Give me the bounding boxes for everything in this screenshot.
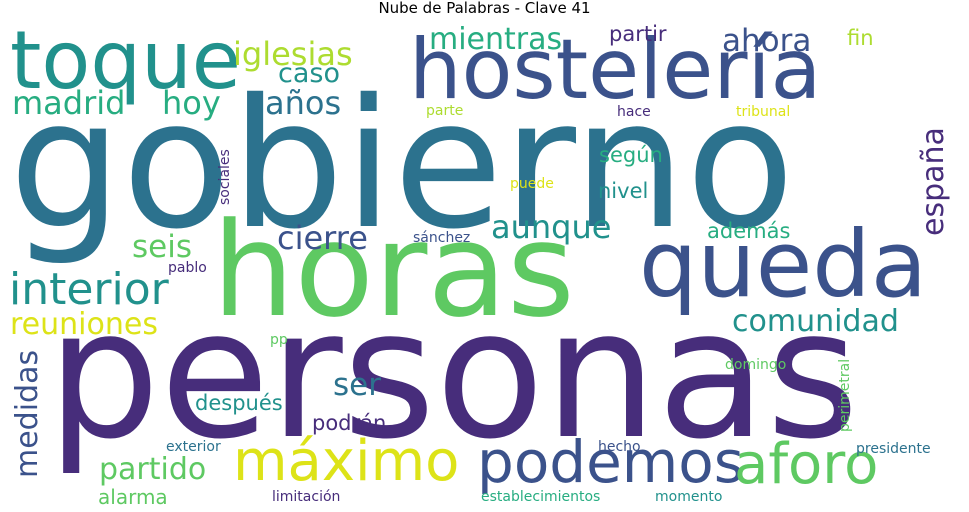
word-partido: partido: [99, 452, 207, 487]
word-exterior: exterior: [166, 439, 221, 455]
word-despues: después: [195, 391, 283, 415]
word-personas: personas: [47, 271, 859, 478]
word-podemos: podemos: [477, 428, 745, 496]
word-interior: interior: [9, 264, 169, 315]
word-pp: pp: [270, 332, 288, 348]
word-horas: horas: [212, 194, 575, 346]
word-toque: toque: [10, 18, 242, 107]
word-domingo: domingo: [725, 357, 787, 373]
word-hecho: hecho: [598, 439, 641, 455]
word-presidente: presidente: [856, 441, 931, 457]
word-hace: hace: [617, 104, 651, 120]
word-fin: fin: [847, 26, 874, 50]
word-iglesias: iglesias: [233, 35, 353, 73]
word-momento: momento: [655, 489, 723, 505]
word-reuniones: reuniones: [10, 307, 158, 342]
word-mientras: mientras: [429, 22, 563, 57]
word-madrid: madrid: [12, 84, 126, 122]
word-aunque: aunque: [491, 208, 612, 246]
word-tribunal: tribunal: [736, 104, 791, 120]
word-espana: españa: [916, 127, 951, 236]
word-medidas: medidas: [10, 349, 45, 478]
word-comunidad: comunidad: [732, 304, 899, 339]
word-gobierno: gobierno: [9, 61, 795, 268]
word-seis: seis: [132, 229, 192, 265]
chart-title: Nube de Palabras - Clave 41: [378, 0, 591, 17]
word-cloud: gobierno personas horas hostelería queda…: [7, 18, 962, 512]
word-sociales: sociales: [217, 149, 233, 205]
word-parte: parte: [426, 103, 464, 119]
word-perimetral: perimetral: [837, 358, 853, 432]
word-segun: según: [599, 143, 663, 167]
word-pablo: pablo: [168, 260, 207, 276]
word-aforo: aforo: [734, 432, 879, 497]
word-ahora: ahora: [722, 23, 812, 59]
word-establecimientos: establecimientos: [481, 489, 601, 505]
word-ser: ser: [333, 367, 381, 403]
word-sanchez: sánchez: [413, 230, 471, 246]
word-partir: partir: [609, 22, 667, 46]
word-hosteleria: hostelería: [409, 21, 822, 118]
word-ademas: además: [707, 219, 791, 243]
word-nivel: nivel: [598, 179, 649, 203]
word-anos: años: [265, 84, 342, 122]
word-maximo: máximo: [233, 429, 460, 494]
word-podran: podrán: [312, 411, 387, 435]
word-puede: puede: [510, 176, 554, 192]
word-cierre: cierre: [277, 219, 368, 257]
word-alarma: alarma: [98, 485, 168, 509]
word-limitacion: limitación: [272, 489, 341, 505]
word-caso: caso: [278, 58, 340, 89]
word-queda: queda: [639, 211, 928, 318]
word-hoy: hoy: [162, 84, 221, 122]
